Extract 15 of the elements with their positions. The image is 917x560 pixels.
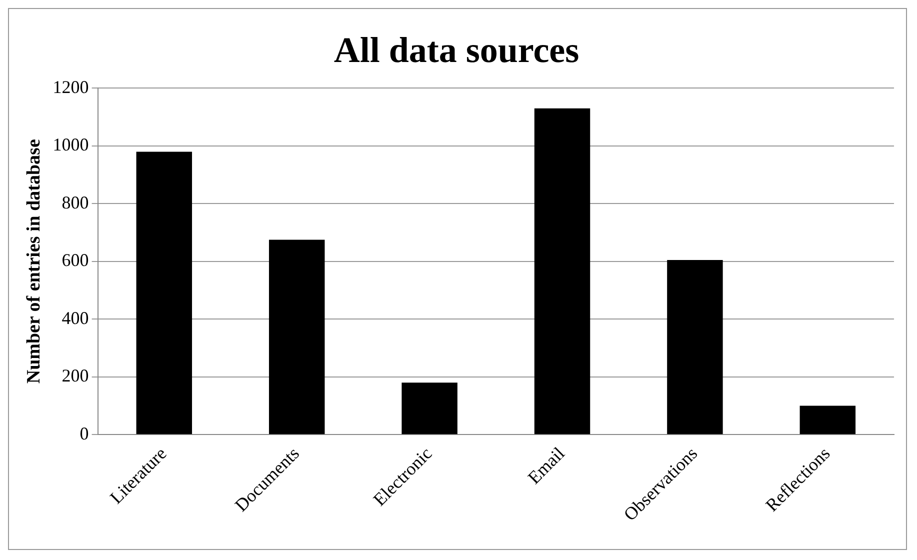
- y-tick-label: 1000: [52, 134, 89, 155]
- y-tick-label: 600: [62, 250, 89, 270]
- y-tick-label: 800: [62, 192, 89, 212]
- bar: [534, 108, 590, 434]
- y-tick-label: 400: [62, 308, 89, 328]
- bar: [136, 152, 192, 434]
- chart-title: All data sources: [334, 30, 580, 70]
- bar: [800, 406, 856, 434]
- bar: [667, 260, 723, 434]
- y-axis-title: Number of entries in database: [23, 139, 44, 384]
- y-tick-label: 1200: [52, 76, 89, 97]
- bar: [268, 240, 325, 434]
- y-tick-label: 0: [80, 423, 89, 444]
- bar: [402, 382, 458, 434]
- y-tick-label: 200: [62, 366, 89, 386]
